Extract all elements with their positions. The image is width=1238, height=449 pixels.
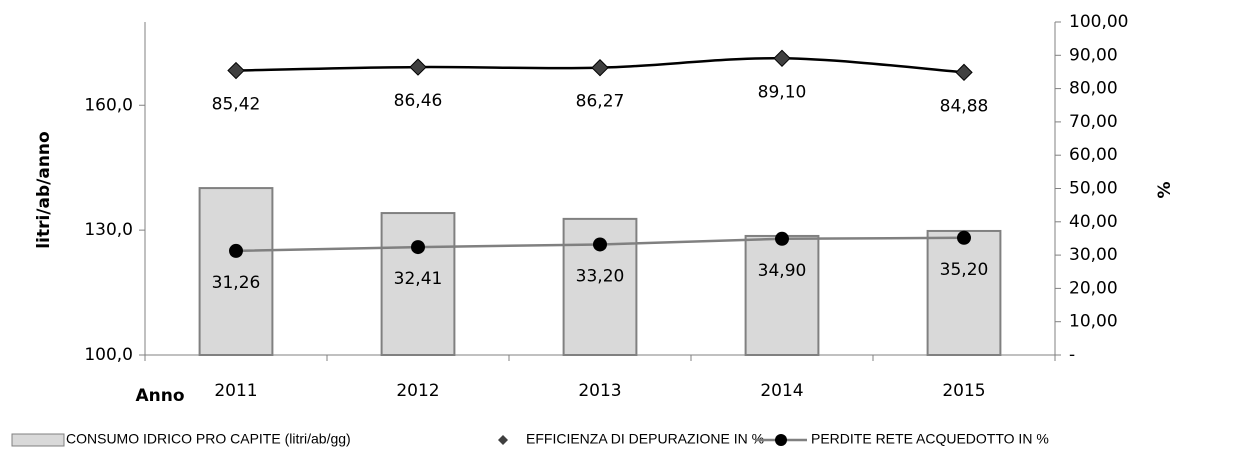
legend-label: PERDITE RETE ACQUEDOTTO IN % (811, 431, 1049, 447)
marker (593, 237, 607, 252)
marker (409, 58, 427, 76)
data-label: 33,20 (576, 266, 625, 286)
marker (775, 231, 789, 246)
marker (773, 49, 791, 68)
data-label: 85,42 (212, 95, 261, 115)
data-label: 34,90 (758, 261, 807, 281)
legend-swatch (498, 435, 508, 445)
y2-tick-label: 30,00 (1069, 245, 1118, 265)
y2-tick-label: 60,00 (1069, 145, 1118, 165)
data-label: 32,41 (394, 269, 443, 289)
y2-axis-label: % (1155, 181, 1175, 198)
y2-tick-label: 20,00 (1069, 278, 1118, 298)
marker (955, 63, 973, 82)
x-tick-label: 2012 (396, 381, 439, 401)
x-axis-label: Anno (135, 386, 184, 406)
data-label: 31,26 (212, 273, 261, 293)
bar (380, 212, 456, 356)
bar (198, 187, 274, 356)
y-axis-label: litri/ab/anno (34, 131, 54, 248)
x-tick-label: 2011 (214, 381, 257, 401)
y-tick-label: 100,0 (84, 345, 133, 365)
bar (744, 234, 820, 356)
legend-label: EFFICIENZA DI DEPURAZIONE IN % (526, 431, 764, 447)
data-label: 89,10 (758, 82, 807, 102)
data-label: 86,46 (394, 91, 443, 111)
y2-tick-label: - (1069, 345, 1075, 365)
y2-tick-label: 100,00 (1069, 12, 1128, 32)
y2-tick-label: 90,00 (1069, 45, 1118, 65)
marker (229, 243, 243, 258)
y2-tick-label: 40,00 (1069, 212, 1118, 232)
y-tick-label: 130,0 (84, 220, 133, 240)
data-label: 84,88 (940, 96, 989, 116)
y2-tick-label: 70,00 (1069, 112, 1118, 132)
x-tick-label: 2015 (942, 381, 985, 401)
x-tick-label: 2013 (578, 381, 621, 401)
x-tick-label: 2014 (760, 381, 803, 401)
marker (591, 59, 609, 77)
legend-swatch (775, 434, 787, 446)
legend-swatch (11, 433, 65, 447)
bar (926, 229, 1002, 357)
y2-tick-label: 50,00 (1069, 179, 1118, 199)
marker (227, 61, 245, 80)
y2-tick-label: 80,00 (1069, 79, 1118, 99)
data-label: 86,27 (576, 92, 625, 112)
marker (411, 240, 425, 255)
marker (957, 230, 971, 245)
y-tick-label: 160,0 (84, 95, 133, 115)
y2-tick-label: 10,00 (1069, 312, 1118, 332)
legend-label: CONSUMO IDRICO PRO CAPITE (litri/ab/gg) (66, 431, 351, 447)
data-label: 35,20 (940, 260, 989, 280)
